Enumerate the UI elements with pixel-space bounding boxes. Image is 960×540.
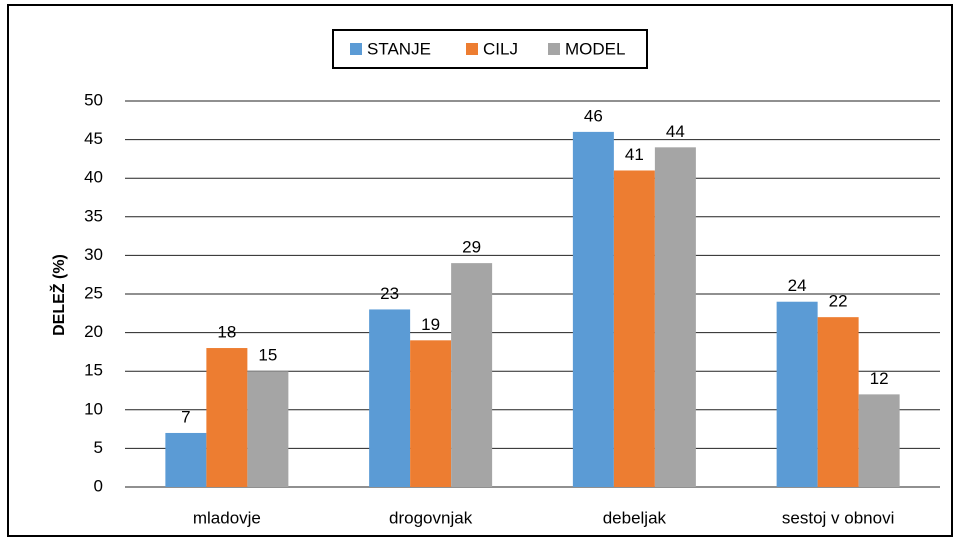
data-label: 41 [625,145,644,164]
legend-box [332,29,648,69]
data-label: 22 [829,292,848,311]
bar [410,340,452,487]
data-label: 7 [181,407,190,426]
y-tick-label: 30 [84,245,103,264]
y-tick-label: 10 [84,399,103,418]
legend-swatch [548,43,560,55]
data-label: 44 [666,122,685,141]
y-tick-label: 50 [84,90,103,109]
y-tick-label: 25 [84,283,103,302]
y-tick-label: 0 [94,476,103,495]
data-label: 18 [217,323,236,342]
legend-swatch [466,43,478,55]
bar [206,348,248,487]
bar [572,131,614,487]
data-label: 46 [584,106,603,125]
x-tick-label: debeljak [603,508,667,527]
data-label: 23 [380,284,399,303]
data-label: 19 [421,315,440,334]
y-axis-title: DELEŽ (%) [49,254,68,336]
bar [858,394,900,487]
data-label: 29 [462,238,481,257]
bar [654,147,696,487]
legend-label: STANJE [367,39,431,58]
bar [369,309,411,487]
bar [247,371,289,487]
legend-label: CILJ [483,39,518,58]
y-tick-label: 40 [84,168,103,187]
x-tick-label: mladovje [193,508,261,527]
y-tick-label: 35 [84,206,103,225]
legend-swatch [350,43,362,55]
y-tick-label: 5 [94,438,103,457]
bar [613,170,655,488]
x-tick-label: sestoj v obnovi [782,508,894,527]
y-tick-label: 20 [84,322,103,341]
legend-label: MODEL [565,39,625,58]
data-label: 24 [788,276,807,295]
bar [451,263,493,487]
data-label: 15 [258,346,277,365]
y-tick-label: 15 [84,361,103,380]
y-tick-label: 45 [84,129,103,148]
bar [165,432,207,487]
data-label: 12 [870,369,889,388]
x-tick-label: drogovnjak [389,508,473,527]
bar [776,301,818,487]
bar [817,317,859,487]
